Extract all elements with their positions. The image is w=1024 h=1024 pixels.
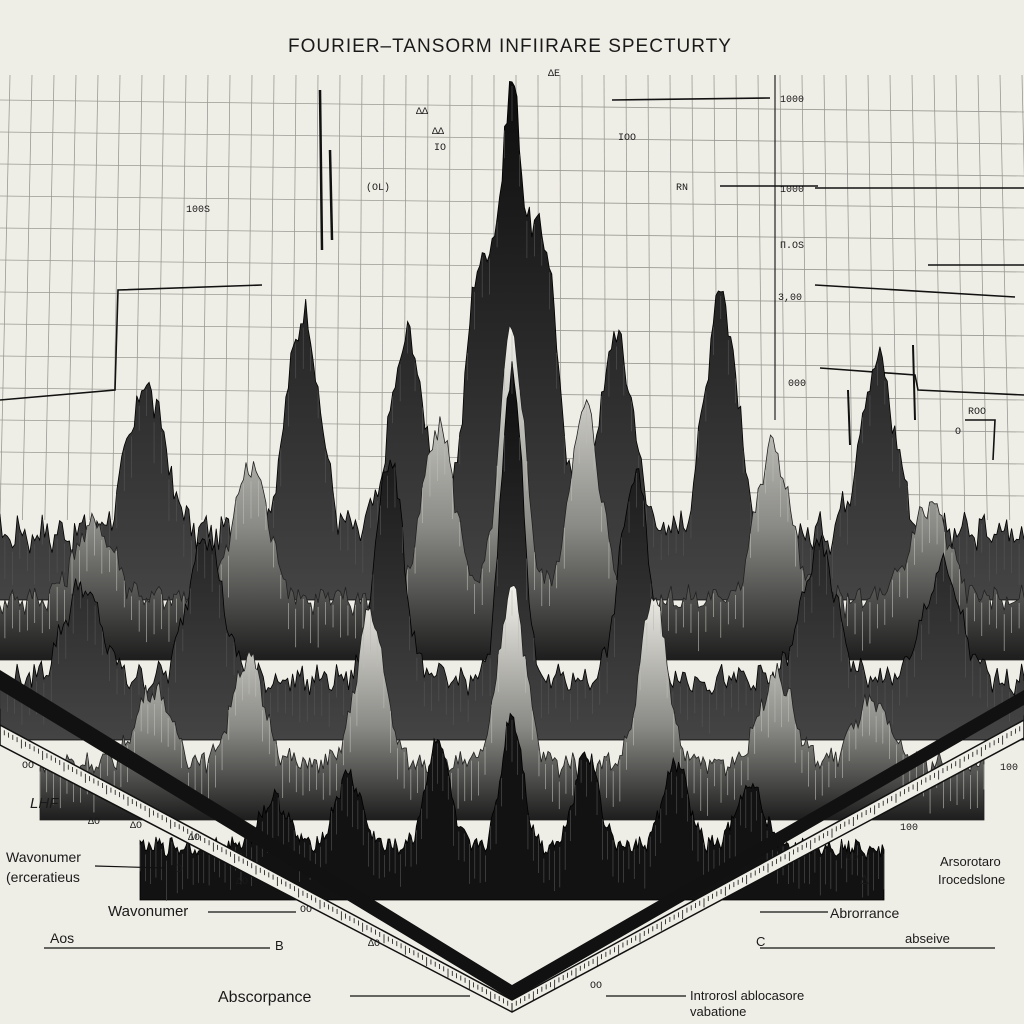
axis-label-5: Abscorpance bbox=[218, 989, 311, 1006]
small-label-6: IOO bbox=[618, 133, 636, 144]
grid-vertical-line bbox=[111, 74, 121, 521]
letter-marker-1: LHF bbox=[30, 795, 59, 812]
grid-vertical-line bbox=[0, 74, 11, 521]
grid-vertical-line bbox=[647, 74, 652, 521]
axis-labels: Wavonumer (erceratieus Wavonumer Aos Abs… bbox=[6, 849, 1005, 1019]
grid-vertical-line bbox=[977, 74, 988, 521]
grid-vertical-line bbox=[933, 74, 943, 521]
grid-vertical-line bbox=[955, 74, 966, 521]
right-ruler-tick-4: OO bbox=[590, 981, 602, 992]
small-label-11: O bbox=[955, 427, 961, 438]
grid-vertical-line bbox=[999, 74, 1011, 521]
letter-marker-2: D bbox=[175, 863, 183, 875]
letter-marker-3: B bbox=[275, 938, 284, 953]
grid-vertical-line bbox=[66, 74, 77, 521]
right-ruler bbox=[511, 724, 1024, 1012]
small-labels: 100S ΔΔ ΔΔ IO (OL) IOO ΔE RN Π.OS ROO O bbox=[186, 69, 986, 438]
grid-vertical-line bbox=[669, 74, 674, 521]
left-ruler-tick-2: ΔO bbox=[88, 817, 100, 828]
axis-label-11: vabatione bbox=[690, 1004, 746, 1019]
grid-vertical-line bbox=[823, 74, 831, 521]
right-ruler-tick-3: OO bbox=[846, 853, 858, 864]
right-axis-tick-1: 1000 bbox=[780, 95, 804, 106]
axis-label-4: Aos bbox=[50, 930, 74, 946]
left-ruler-tick-1: OO bbox=[22, 761, 34, 772]
axis-label-2: (erceratieus bbox=[6, 869, 80, 885]
grid-vertical-line bbox=[801, 74, 809, 521]
left-ruler bbox=[0, 728, 513, 1012]
grid-vertical-line bbox=[691, 74, 696, 521]
letter-marker-4: C bbox=[756, 934, 765, 949]
grid-vertical-line bbox=[179, 74, 187, 521]
small-label-1: 100S bbox=[186, 205, 210, 216]
axis-label-1: Wavonumer bbox=[6, 849, 81, 865]
perspective-rulers bbox=[0, 724, 1024, 1012]
small-label-5: (OL) bbox=[366, 182, 390, 194]
ruler-ticks: OO ΔO ΔO ΔO ΔO OO ΔO 100 100 OO OO bbox=[22, 761, 1018, 992]
grid-vertical-line bbox=[89, 74, 99, 521]
grid-vertical-line bbox=[779, 74, 786, 521]
right-ruler-tick-2: 100 bbox=[1000, 763, 1018, 774]
small-label-9: Π.OS bbox=[780, 241, 804, 252]
axis-label-10: Introrosl ablocasore bbox=[690, 988, 804, 1003]
right-ruler-tick-1: 100 bbox=[900, 823, 918, 834]
axis-label-3: Wavonumer bbox=[108, 903, 188, 920]
callout-lines bbox=[0, 89, 1024, 461]
small-label-7: ΔE bbox=[548, 69, 560, 80]
grid-vertical-line bbox=[223, 74, 231, 521]
grid-vertical-line bbox=[268, 74, 275, 521]
left-ruler-tick-4: ΔO bbox=[188, 833, 200, 844]
grid-vertical-line bbox=[336, 74, 341, 521]
left-ruler-tick-3: ΔO bbox=[130, 821, 142, 832]
ridge-hatching-3 bbox=[0, 365, 1024, 737]
grid-vertical-line bbox=[358, 74, 363, 521]
right-axis-tick-3: 3,00 bbox=[778, 293, 802, 304]
small-label-3: ΔΔ bbox=[432, 127, 444, 138]
right-axis-tick-4: 000 bbox=[788, 379, 806, 390]
base-platform bbox=[0, 670, 1024, 1013]
small-label-4: IO bbox=[434, 143, 446, 154]
small-label-10: ROO bbox=[968, 407, 986, 418]
grid-vertical-line bbox=[757, 74, 764, 521]
left-ruler-tick-6: OO bbox=[300, 905, 312, 916]
spectrum-ridges bbox=[0, 81, 1024, 902]
letter-markers: LHF D B C Δ bbox=[30, 795, 869, 953]
grid-vertical-line bbox=[22, 74, 33, 521]
chart-title: FOURIER–TANSORM INFIIRARE SPECTURTY bbox=[288, 36, 732, 57]
grid-vertical-line bbox=[246, 74, 253, 521]
right-axis-tick-2: 1000 bbox=[780, 185, 804, 196]
axis-label-9: abseive bbox=[905, 931, 950, 946]
small-label-8: RN bbox=[676, 183, 688, 194]
letter-marker-5: Δ bbox=[860, 872, 869, 887]
grid-vertical-line bbox=[911, 74, 921, 521]
left-ruler-tick-7: ΔO bbox=[368, 939, 380, 950]
right-axis: 1000 1000 3,00 000 bbox=[774, 75, 806, 420]
spectrum-ridge-3 bbox=[0, 361, 1024, 741]
small-label-2: ΔΔ bbox=[416, 107, 428, 118]
grid-vertical-line bbox=[381, 74, 385, 521]
grid-vertical-line bbox=[44, 74, 55, 521]
grid-vertical-line bbox=[201, 74, 209, 521]
left-ruler-tick-5: ΔO bbox=[236, 877, 248, 888]
grid-vertical-line bbox=[845, 74, 854, 521]
axis-label-6: Abrorrance bbox=[830, 905, 899, 921]
axis-label-8: Irocedslone bbox=[938, 872, 1005, 887]
axis-label-7: Arsorotaro bbox=[940, 854, 1001, 869]
